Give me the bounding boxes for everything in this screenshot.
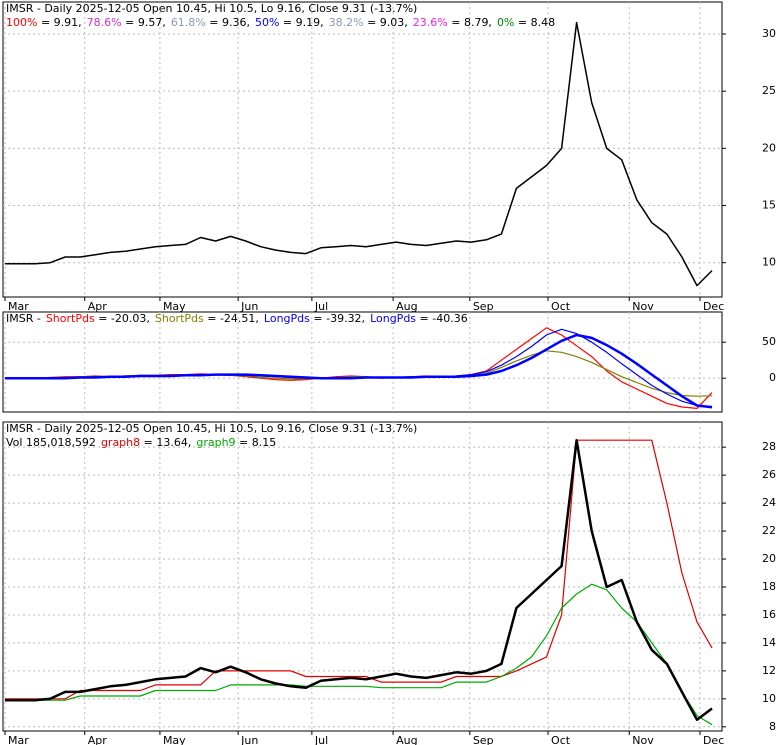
x-tick-label: Oct (551, 734, 571, 745)
x-tick-label: May (163, 734, 186, 745)
y-tick-label: 10 (762, 692, 776, 705)
y-tick-label: 15 (762, 199, 776, 212)
plot-frame (2, 1, 723, 298)
legend-name: ShortPds (155, 312, 204, 325)
y-tick-label: 14 (762, 636, 776, 649)
y-tick-label: 30 (762, 27, 776, 40)
x-tick-label: Apr (88, 734, 108, 745)
y-tick-label: 0 (769, 371, 776, 384)
x-tick-label: Oct (551, 300, 571, 313)
legend-name: ShortPds (46, 312, 95, 325)
legend-value: = -20.03, (95, 312, 150, 325)
y-tick-label: 10 (762, 256, 776, 269)
legend-value: = -40.36 (416, 312, 468, 325)
x-tick-label: May (163, 300, 186, 313)
y-tick-label: 16 (762, 608, 776, 621)
x-tick-label: Nov (632, 300, 654, 313)
legend-value: = 13.64, (140, 436, 191, 449)
legend: Vol 185,018,592 graph8 = 13.64, graph9 = 8… (6, 436, 276, 449)
chart-title: IMSR - Daily 2025-12-05 Open 10.45, Hi 1… (6, 422, 417, 435)
legend-value: = -39.32, (310, 312, 365, 325)
series-line (5, 583, 713, 726)
legend-value: = 8.79, (448, 16, 492, 29)
subtitle: Vol 185,018,592 (6, 436, 96, 449)
legend-value: = 8.15 (236, 436, 277, 449)
plot-frame (2, 311, 723, 413)
y-tick-label: 8 (769, 720, 776, 733)
y-tick-label: 20 (762, 552, 776, 565)
title: IMSR - (6, 312, 41, 325)
legend-name: 61.8% (171, 16, 206, 29)
x-tick-label: Nov (632, 734, 654, 745)
x-tick-label: Apr (88, 300, 108, 313)
y-tick-label: 18 (762, 580, 776, 593)
legend-value: = -24.51, (204, 312, 259, 325)
legend-value: = 9.19, (279, 16, 323, 29)
y-tick-label: 20 (762, 141, 776, 154)
x-tick-label: Aug (396, 300, 417, 313)
y-tick-label: 12 (762, 664, 776, 677)
y-tick-label: 26 (762, 468, 776, 481)
x-tick-label: Jun (240, 300, 258, 313)
legend-name: LongPds (370, 312, 416, 325)
chart-title: IMSR - Daily 2025-12-05 Open 10.45, Hi 1… (6, 2, 417, 15)
legend-name: 50% (255, 16, 279, 29)
plot-frame (2, 421, 723, 732)
series-line (5, 333, 713, 409)
price-line (5, 21, 713, 287)
legend-name: 78.6% (87, 16, 122, 29)
x-tick-label: Dec (703, 734, 724, 745)
x-tick-label: Sep (473, 300, 494, 313)
x-tick-label: Mar (8, 300, 29, 313)
legend: 100% = 9.91, 78.6% = 9.57, 61.8% = 9.36, 50… (6, 16, 555, 29)
legend-name: graph8 (101, 436, 140, 449)
x-tick-label: Sep (473, 734, 494, 745)
legend-name: graph9 (196, 436, 235, 449)
legend-name: 100% (6, 16, 37, 29)
y-tick-label: 22 (762, 524, 776, 537)
x-tick-label: Jun (240, 734, 258, 745)
x-tick-label: Jul (314, 300, 328, 313)
y-tick-label: 25 (762, 84, 776, 97)
legend-name: 23.6% (413, 16, 448, 29)
x-tick-label: Jul (314, 734, 328, 745)
chart-title: IMSR - ShortPds = -20.03, ShortPds = -24.5… (6, 312, 468, 325)
legend-name: 0% (497, 16, 514, 29)
price-line (5, 438, 713, 722)
legend-value: = 9.36, (206, 16, 250, 29)
legend-value: = 9.03, (364, 16, 408, 29)
legend-value: = 9.91, (37, 16, 81, 29)
title: IMSR - Daily 2025-12-05 Open 10.45, Hi 1… (6, 2, 417, 15)
legend-name: 38.2% (329, 16, 364, 29)
x-tick-label: Dec (703, 300, 724, 313)
x-tick-label: Mar (8, 734, 29, 745)
series-line (5, 439, 713, 700)
legend-value: = 9.57, (122, 16, 166, 29)
x-tick-label: Aug (396, 734, 417, 745)
y-tick-label: 50 (762, 335, 776, 348)
legend-name: LongPds (264, 312, 310, 325)
title: IMSR - Daily 2025-12-05 Open 10.45, Hi 1… (6, 422, 417, 435)
legend-value: = 8.48 (514, 16, 555, 29)
y-tick-label: 28 (762, 440, 776, 453)
y-tick-label: 24 (762, 496, 776, 509)
